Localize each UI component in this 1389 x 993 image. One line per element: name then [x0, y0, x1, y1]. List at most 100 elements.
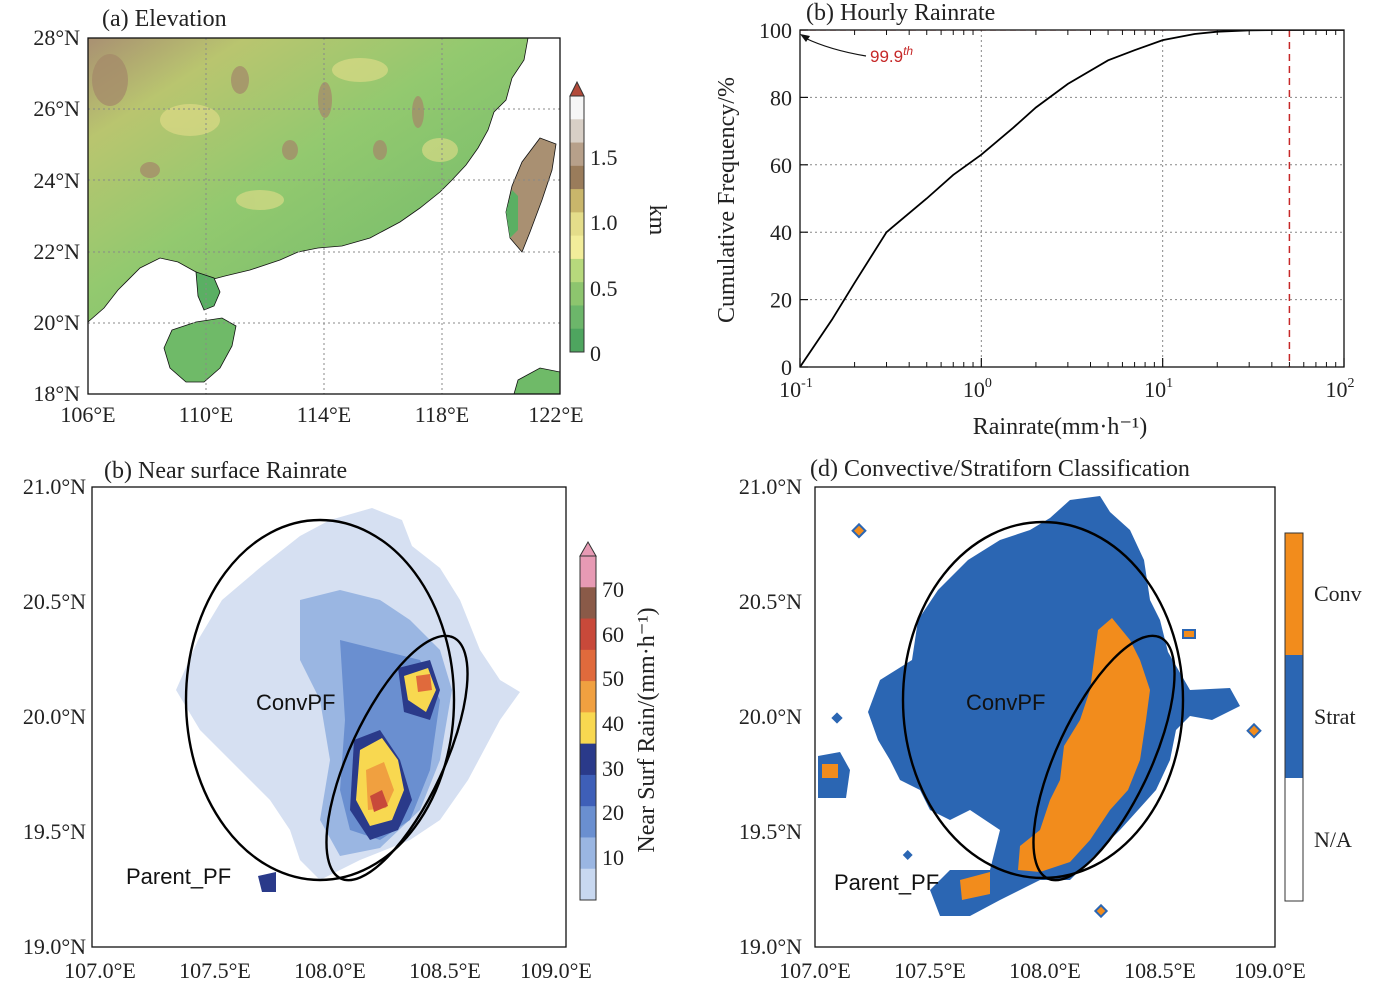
colorbar-tick: 30: [602, 756, 624, 781]
conv-speck-3: [1182, 629, 1196, 639]
colorbar-segment: [570, 235, 584, 260]
colorbar-tick: 20: [602, 800, 624, 825]
colorbar-segment: [580, 837, 596, 870]
lon-tick: 107.0°E: [779, 958, 851, 983]
legend-label-conv: Conv: [1314, 581, 1362, 606]
conv-pf-label: ConvPF: [966, 690, 1045, 715]
cdf-series-line: [800, 30, 1344, 367]
panel-a-lat-ticks: 28°N 26°N 24°N 22°N 20°N 18°N: [33, 25, 80, 406]
conv-pf-ellipse: [1032, 634, 1176, 882]
annotation-label: 99.9th: [870, 44, 913, 66]
panel-d-title: (d) Convective/Stratiforn Classification: [810, 456, 1190, 482]
leizhou-peninsula: [195, 271, 221, 311]
lat-tick: 20.0°N: [23, 704, 86, 729]
colorbar-segment: [570, 282, 584, 306]
strat-speck-2: [831, 712, 843, 724]
legend-swatch-strat: [1285, 655, 1303, 778]
taiwan-island: [505, 137, 557, 253]
legend-swatch-conv: [1285, 533, 1303, 655]
lat-tick: 20.0°N: [739, 704, 802, 729]
line-chart-x-ticks: 10-1 100 101 102: [779, 358, 1355, 402]
colorbar-segment: [580, 556, 596, 588]
panel-a: (a) Elevation: [33, 6, 670, 427]
annotation-arrow: [804, 37, 867, 57]
lat-tick: 19.0°N: [23, 934, 86, 959]
colorbar-segment: [570, 119, 584, 144]
strat-region: [868, 496, 1240, 916]
lat-tick: 20.5°N: [739, 589, 802, 614]
line-chart-y-ticks: 100 80 60 40 20 0: [759, 18, 808, 380]
elevation-map: [88, 38, 560, 394]
panel-a-colorbar: [569, 80, 585, 353]
lat-tick: 21.0°N: [23, 474, 86, 499]
y-tick-label: 100: [759, 18, 792, 43]
panel-a-title: (a) Elevation: [102, 6, 227, 32]
colorbar-segment: [580, 743, 596, 776]
lon-tick: 108.5°E: [1124, 958, 1196, 983]
conv-speck-2: [822, 764, 838, 778]
x-tick-label: 100: [963, 376, 992, 402]
colorbar-segment: [570, 96, 584, 120]
panel-d-lon-ticks: 107.0°E 107.5°E 108.0°E 108.5°E 109.0°E: [779, 958, 1306, 983]
line-chart-frame: [799, 29, 1345, 368]
colorbar-segment: [580, 712, 596, 745]
rain-speck: [258, 872, 276, 892]
parent-pf-ellipse: [901, 520, 1185, 880]
y-tick-label: 40: [770, 220, 792, 245]
classification-legend: Conv Strat N/A: [1284, 532, 1362, 902]
colorbar-segment: [580, 868, 596, 901]
lon-tick: 108.0°E: [294, 958, 366, 983]
panel-c-title: (b) Near surface Rainrate: [104, 458, 347, 484]
lat-tick: 24°N: [33, 168, 80, 193]
conv-speck-5: [1246, 722, 1262, 739]
panel-d-frame: [814, 486, 1276, 948]
colorbar-segment: [580, 681, 596, 713]
rainrate-map: ConvPF Parent_PF: [92, 487, 566, 947]
colorbar-tick: 50: [602, 666, 624, 691]
panel-d: (d) Convective/Stratiforn Classification…: [739, 456, 1362, 983]
colorbar-tick: 0: [590, 341, 601, 366]
colorbar-label: km: [644, 205, 670, 236]
colorbar-tick: 70: [602, 577, 624, 602]
parent-pf-ellipse: [184, 518, 456, 882]
lon-tick: 106°E: [60, 402, 115, 427]
panel-a-lon-ticks: 106°E 110°E 114°E 118°E 122°E: [60, 402, 583, 427]
colorbar-tick: 60: [602, 622, 624, 647]
panel-a-colorbar-ticks: 1.5 1.0 0.5 0: [590, 145, 618, 366]
panel-c-lon-ticks: 107.0°E 107.5°E 108.0°E 108.5°E 109.0°E: [64, 958, 592, 983]
lon-tick: 109.0°E: [520, 958, 592, 983]
rain-core-red-2: [416, 674, 432, 692]
colorbar-segment: [580, 774, 596, 807]
luzon-land: [513, 367, 560, 394]
lon-tick: 107.0°E: [64, 958, 136, 983]
y-tick-label: 0: [781, 355, 792, 380]
conv-speck-6: [1093, 903, 1109, 919]
colorbar-segment: [570, 142, 584, 167]
lon-tick: 108.5°E: [409, 958, 481, 983]
classification-map: ConvPF Parent_PF: [815, 487, 1275, 947]
colorbar-label: Near Surf Rain/(mm·h⁻¹): [634, 607, 660, 852]
panel-b-title: (b) Hourly Rainrate: [806, 0, 995, 26]
panel-a-frame: [87, 37, 561, 395]
y-tick-label: 60: [770, 153, 792, 178]
colorbar-segment: [570, 189, 584, 213]
lon-tick: 107.5°E: [894, 958, 966, 983]
colorbar-segment: [570, 165, 584, 190]
parent-pf-label: Parent_PF: [834, 870, 939, 895]
panel-c-frame: [91, 486, 567, 948]
colorbar-tick: 10: [602, 845, 624, 870]
colorbar-segment: [580, 649, 596, 682]
colorbar-segment: [580, 618, 596, 651]
line-chart-ylabel: Cumulative Frequency/%: [714, 77, 740, 323]
lat-tick: 22°N: [33, 239, 80, 264]
lat-tick: 28°N: [33, 25, 80, 50]
hainan-island: [163, 317, 237, 383]
lat-tick: 19.0°N: [739, 934, 802, 959]
line-chart-xlabel: Rainrate(mm·h⁻¹): [973, 414, 1147, 440]
y-tick-label: 80: [770, 85, 792, 110]
legend-swatch-na: [1285, 778, 1303, 901]
conv-speck-4: [851, 522, 867, 539]
legend-label-strat: Strat: [1314, 704, 1356, 729]
panel-c: (b) Near surface Rainrate ConvPF Parent_…: [23, 458, 660, 983]
line-chart-plot: [800, 30, 1344, 367]
